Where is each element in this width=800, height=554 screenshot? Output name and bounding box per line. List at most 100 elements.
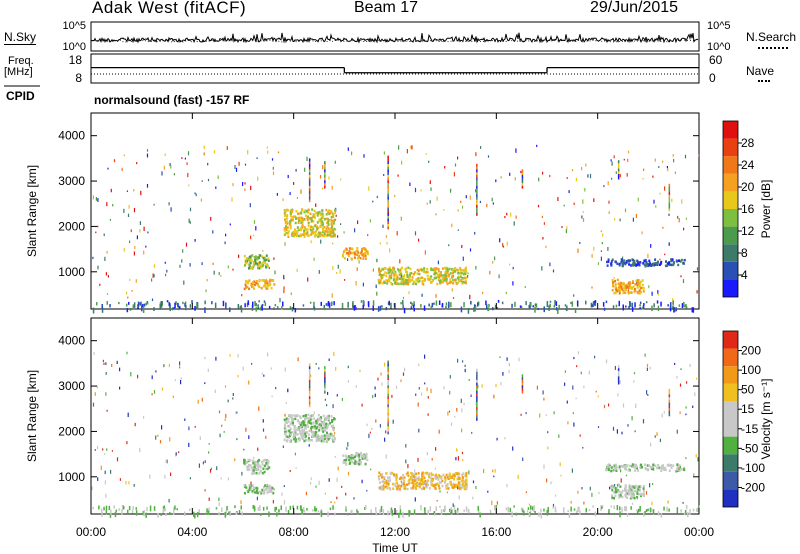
echo-point bbox=[461, 475, 464, 479]
echo-point bbox=[395, 282, 398, 286]
ground-scatter-point bbox=[314, 506, 316, 512]
echo-point bbox=[403, 278, 406, 281]
ground-scatter-point bbox=[494, 505, 496, 511]
streak-point bbox=[387, 379, 389, 383]
scatter-point bbox=[139, 229, 141, 233]
x-tick-label: 12:00 bbox=[380, 525, 410, 539]
echo-point bbox=[332, 231, 335, 234]
power-data bbox=[92, 144, 700, 314]
echo-point bbox=[342, 454, 345, 457]
scatter-point bbox=[194, 425, 196, 428]
echo-point bbox=[417, 280, 420, 284]
streak-point bbox=[324, 374, 326, 378]
echo-point bbox=[393, 274, 396, 277]
echo-point bbox=[269, 279, 272, 282]
streak-point bbox=[387, 215, 389, 219]
colorbar-block bbox=[723, 383, 738, 402]
echo-point bbox=[386, 486, 389, 490]
scatter-point bbox=[209, 469, 212, 473]
echo-point bbox=[434, 271, 437, 274]
echo-point bbox=[385, 485, 387, 489]
scatter-point bbox=[268, 267, 270, 270]
scatter-point bbox=[194, 239, 196, 242]
echo-point bbox=[397, 484, 400, 487]
echo-point bbox=[462, 280, 465, 284]
ground-scatter-point bbox=[571, 301, 574, 307]
streak-point bbox=[387, 166, 389, 170]
ground-scatter-point bbox=[546, 301, 549, 308]
scatter-point bbox=[293, 182, 295, 185]
echo-point bbox=[426, 483, 429, 487]
scatter-point bbox=[368, 433, 370, 439]
echo-point bbox=[411, 481, 414, 484]
echo-point bbox=[248, 279, 251, 282]
scatter-point bbox=[571, 169, 574, 172]
echo-point bbox=[257, 266, 259, 270]
echo-point bbox=[256, 256, 259, 259]
scatter-point bbox=[456, 449, 458, 452]
streak-point bbox=[668, 407, 671, 411]
scatter-point bbox=[472, 480, 475, 484]
scatter-point bbox=[224, 241, 226, 245]
scatter-point bbox=[524, 286, 526, 288]
ground-scatter-point bbox=[683, 512, 686, 516]
echo-point bbox=[615, 465, 618, 468]
echo-point bbox=[448, 267, 451, 271]
ground-scatter-point bbox=[533, 505, 535, 510]
scatter-point bbox=[189, 207, 192, 212]
echo-point bbox=[317, 212, 320, 215]
streak-point bbox=[617, 378, 620, 382]
scatter-point bbox=[258, 406, 260, 411]
ground-scatter-point bbox=[634, 302, 636, 308]
echo-point bbox=[329, 212, 332, 215]
echo-point bbox=[354, 460, 357, 463]
y-tick-label: 4000 bbox=[58, 334, 85, 348]
ground-scatter-point bbox=[333, 301, 335, 306]
echo-point bbox=[319, 225, 322, 228]
streak-point bbox=[476, 406, 478, 410]
colorbar-block bbox=[723, 244, 738, 262]
streak-point bbox=[668, 396, 671, 400]
scatter-point bbox=[326, 404, 328, 407]
freq-trace bbox=[91, 67, 699, 75]
scatter-point bbox=[157, 434, 159, 437]
scatter-point bbox=[608, 200, 610, 204]
echo-point bbox=[304, 209, 307, 212]
echo-point bbox=[451, 474, 454, 478]
echo-point bbox=[629, 497, 632, 500]
echo-point bbox=[327, 219, 330, 222]
echo-point bbox=[422, 270, 425, 274]
scatter-point bbox=[402, 296, 405, 300]
echo-point bbox=[263, 491, 266, 494]
scatter-point bbox=[168, 202, 170, 206]
scatter-point bbox=[272, 171, 275, 176]
echo-point bbox=[293, 232, 296, 236]
echo-point bbox=[426, 274, 429, 278]
ground-scatter-point bbox=[445, 513, 447, 516]
echo-point bbox=[342, 250, 345, 253]
echo-point bbox=[284, 218, 286, 221]
echo-point bbox=[323, 423, 326, 426]
ground-scatter-point bbox=[463, 302, 465, 308]
ground-scatter-point bbox=[423, 305, 426, 311]
scatter-point bbox=[383, 174, 385, 176]
ground-scatter-point bbox=[684, 304, 687, 308]
echo-point bbox=[304, 432, 307, 436]
scatter-point bbox=[546, 478, 548, 483]
echo-point bbox=[410, 472, 413, 475]
echo-point bbox=[284, 432, 287, 435]
echo-point bbox=[445, 275, 448, 278]
echo-point bbox=[304, 226, 306, 229]
echo-point bbox=[628, 469, 631, 472]
scatter-point bbox=[376, 291, 378, 296]
scatter-point bbox=[136, 162, 138, 165]
echo-point bbox=[273, 283, 276, 286]
ground-scatter-point bbox=[281, 306, 283, 310]
ground-scatter-point bbox=[657, 511, 660, 516]
streak-point bbox=[387, 223, 389, 227]
scatter-point bbox=[178, 451, 180, 454]
ground-scatter-point bbox=[578, 506, 580, 511]
scatter-point bbox=[210, 467, 212, 471]
echo-point bbox=[330, 222, 333, 225]
streak-point bbox=[324, 377, 326, 380]
